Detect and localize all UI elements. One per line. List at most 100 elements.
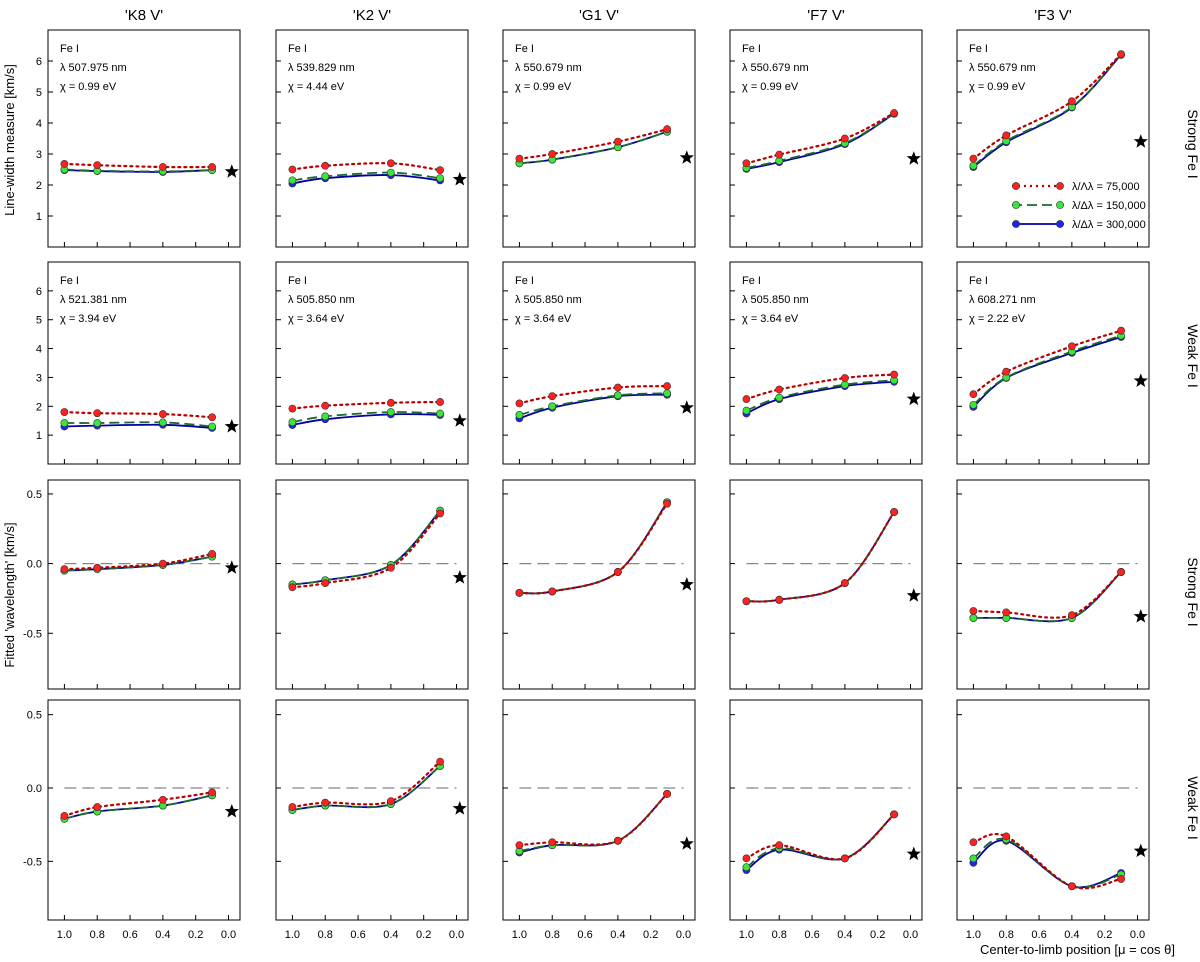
data-point-0: [742, 854, 751, 863]
line-info-1: λ 521.381 nm: [60, 294, 127, 306]
data-point-0: [548, 392, 557, 401]
data-point-1: [969, 400, 978, 409]
data-point-0: [158, 163, 167, 171]
y-tick-label: 5: [36, 315, 42, 327]
series-line-1: [972, 837, 1122, 889]
data-point-0: [288, 803, 297, 811]
series-line-1: [972, 334, 1122, 406]
x-tick-label: 0.0: [449, 929, 464, 941]
series-line-1: [519, 130, 668, 165]
series-line-1: [64, 421, 213, 428]
x-tick-label: 0.6: [804, 929, 819, 941]
line-info-2: χ = 4.44 eV: [288, 81, 345, 93]
data-point-0: [742, 597, 751, 606]
series-line-0: [291, 400, 442, 410]
x-tick-label: 0.8: [90, 929, 105, 941]
panel-frame: [502, 479, 696, 690]
series-line-1: [292, 171, 441, 182]
data-point-0: [321, 161, 330, 170]
data-point-0: [93, 409, 102, 418]
legend: λ/Λλ = 75,000 λ/Δλ = 150,000 λ/Δλ = 300,00…: [1012, 181, 1146, 231]
data-point-0: [321, 579, 330, 588]
column-title-f7v: 'F7 V': [807, 7, 845, 24]
data-point-0: [386, 159, 395, 168]
series-line-0: [972, 570, 1123, 619]
line-info-0: Fe I: [969, 275, 988, 287]
line-info-2: χ = 0.99 eV: [742, 81, 799, 93]
legend-marker-0: [1012, 182, 1020, 190]
data-point-0: [775, 595, 784, 604]
series-line-0: [518, 502, 669, 595]
reference-star-icon: [452, 171, 467, 186]
series-line-2: [746, 380, 895, 415]
data-point-0: [60, 811, 69, 820]
line-info-1: λ 608.271 nm: [969, 294, 1036, 306]
panel-r1-c4: Fe I λ 608.271 nm χ = 2.22 eV: [956, 261, 1150, 465]
data-point-0: [386, 563, 395, 572]
panel-frame: [275, 699, 469, 921]
series-line-1: [292, 510, 441, 586]
series-line-0: [972, 53, 1123, 160]
line-info-1: λ 550.679 nm: [742, 62, 809, 74]
reference-star-icon: [679, 400, 694, 414]
reference-star-icon: [1133, 373, 1148, 387]
data-point-0: [436, 166, 445, 175]
data-point-0: [1117, 50, 1126, 59]
data-point-0: [515, 841, 524, 850]
panel-frame: [275, 261, 469, 465]
data-point-1: [321, 172, 330, 181]
data-point-1: [288, 176, 297, 185]
y-tick-label: 3: [36, 149, 42, 161]
y-tick-label: 6: [36, 286, 42, 298]
data-point-0: [321, 401, 330, 410]
y-tick-label: 6: [36, 56, 42, 68]
x-tick-label: 0.0: [676, 929, 691, 941]
y-axis-title-wavelength: Fitted 'wavelength' [km/s]: [2, 522, 17, 667]
series-line-1: [519, 392, 668, 416]
series-line-2: [292, 510, 441, 586]
x-tick-label: 1.0: [285, 929, 300, 941]
data-point-0: [386, 797, 395, 806]
line-info-0: Fe I: [969, 43, 988, 55]
series-line-0: [291, 512, 442, 589]
series-line-0: [745, 373, 896, 401]
line-info-2: χ = 0.99 eV: [515, 81, 572, 93]
data-point-0: [436, 509, 445, 518]
x-tick-label: 0.4: [837, 929, 852, 941]
panel-r1-c1: Fe I λ 505.850 nm χ = 3.64 eV: [275, 261, 469, 465]
data-point-1: [321, 412, 330, 421]
panel-frame: [729, 261, 923, 465]
data-point-0: [1067, 611, 1076, 620]
series-line-2: [746, 511, 895, 603]
data-point-1: [969, 614, 978, 622]
data-point-0: [158, 410, 167, 418]
data-point-0: [548, 587, 557, 596]
panel-frame: [47, 479, 241, 690]
y-tick-label: -0.5: [23, 856, 42, 868]
series-line-1: [292, 765, 441, 811]
data-point-0: [969, 607, 978, 615]
legend-marker-2: [1056, 220, 1064, 228]
data-point-0: [613, 383, 622, 392]
data-point-0: [515, 399, 524, 408]
data-point-1: [208, 422, 217, 431]
series-line-1: [746, 112, 895, 169]
series-line-2: [519, 393, 668, 420]
x-tick-label: 0.0: [1130, 929, 1145, 941]
data-point-0: [436, 757, 445, 766]
series-line-0: [972, 833, 1123, 890]
series-line-0: [518, 385, 669, 405]
data-point-0: [60, 160, 69, 168]
series-line-1: [519, 793, 668, 852]
line-info-2: χ = 3.94 eV: [60, 313, 117, 325]
data-point-0: [208, 163, 217, 171]
panel-r1-c2: Fe I λ 505.850 nm χ = 3.64 eV: [502, 261, 696, 465]
x-tick-label: 1.0: [739, 929, 754, 941]
panel-frame: [275, 479, 469, 690]
y-tick-label: 3: [36, 372, 42, 384]
series-line-0: [291, 760, 442, 809]
reference-star-icon: [1133, 609, 1148, 623]
series-line-0: [63, 162, 214, 169]
panel-frame: [502, 699, 696, 921]
